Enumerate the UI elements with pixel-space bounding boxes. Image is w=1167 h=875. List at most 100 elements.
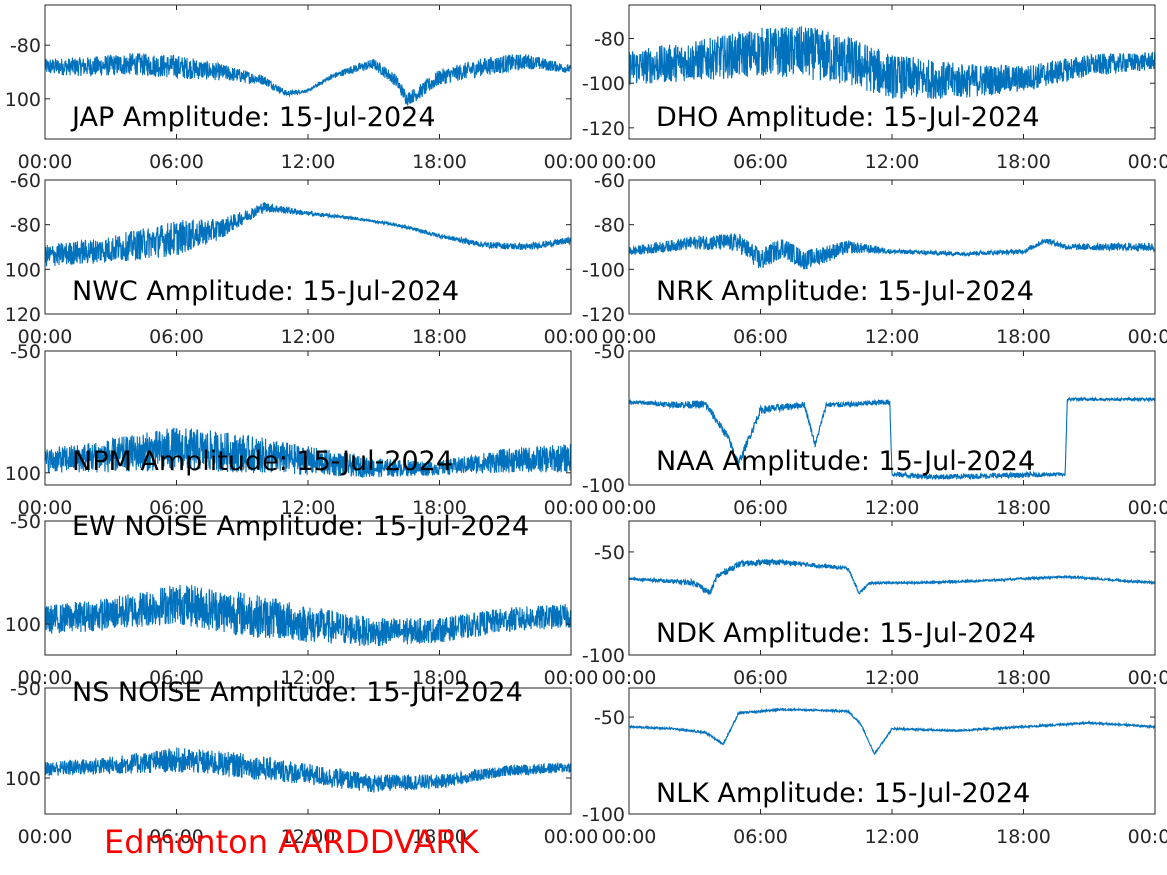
x-tick-label: 00:00 [1128,497,1167,519]
x-tick-label: 06:00 [733,151,788,173]
y-tick-label: -50 [594,542,625,564]
x-tick-label: 18:00 [996,497,1051,519]
x-tick-label: 06:00 [149,326,204,348]
x-tick-label: 00:00 [1128,826,1167,848]
x-tick-label: 12:00 [865,497,920,519]
x-tick-label: 00:00 [544,151,599,173]
x-tick-label: 00:00 [18,326,73,348]
y-tick-label: -80 [10,215,41,237]
x-tick-label: 12:00 [865,151,920,173]
panel-title: NRK Amplitude: 15-Jul-2024 [656,276,1034,307]
panel-title: JAP Amplitude: 15-Jul-2024 [70,102,436,133]
y-tick-label: 120 [5,304,41,326]
x-tick-label: 06:00 [733,497,788,519]
y-tick-label: 100 [5,463,41,485]
x-tick-label: 18:00 [412,826,467,848]
panel-title: NWC Amplitude: 15-Jul-2024 [72,276,459,307]
x-tick-label: 00:00 [1128,667,1167,689]
panel-3: -60-80-100-12000:0006:0012:0018:0000:00N… [582,170,1167,348]
x-tick-label: 06:00 [733,826,788,848]
panel-title: NLK Amplitude: 15-Jul-2024 [656,778,1030,809]
y-tick-label: -50 [594,707,625,729]
y-tick-label: -50 [10,341,41,363]
series-line [629,26,1155,99]
y-tick-label: 100 [5,259,41,281]
y-tick-label: -100 [582,73,625,95]
y-tick-label: -100 [582,475,625,497]
x-tick-label: 00:00 [18,667,73,689]
series-line [45,584,571,647]
y-tick-label: -60 [10,170,41,192]
x-tick-label: 06:00 [149,667,204,689]
station-label: Edmonton AARDDVARK [104,823,480,861]
panel-8: -50 100 00:00 06:00 12:00 18:00 00:00 NS NOISE … [5,677,599,848]
x-tick-label: 12:00 [281,667,336,689]
x-tick-label: 12:00 [865,826,920,848]
series-line [45,53,571,106]
series-line [45,747,571,793]
y-tick-label: -80 [10,35,41,57]
series-line [629,558,1155,595]
x-tick-label: 00:00 [544,667,599,689]
x-tick-label: 18:00 [412,151,467,173]
x-tick-label: 00:00 [544,826,599,848]
x-tick-label: 00:00 [602,326,657,348]
x-tick-label: 12:00 [865,667,920,689]
y-tick-label: -50 [594,341,625,363]
panel-0: -80 100 00:00 06:00 12:00 18:00 00:00 JAP Ampli… [5,4,599,173]
y-tick-label: -50 [10,678,41,700]
x-tick-label: 18:00 [996,326,1051,348]
panel-1: -80 -100 -120 00:00 06:00 12:00 18:00 00:00 DHO … [582,4,1167,173]
series-line [629,396,1155,481]
y-tick-label: 100 [5,614,41,636]
y-tick-label: -120 [582,118,625,140]
x-tick-label: 00:00 [18,151,73,173]
y-tick-label: -120 [582,304,625,326]
panel-title: EW NOISE Amplitude: 15-Jul-2024 [72,511,529,542]
x-tick-label: 00:00 [602,151,657,173]
x-tick-label: 18:00 [996,151,1051,173]
y-tick-label: -60 [594,170,625,192]
x-tick-label: 00:00 [602,667,657,689]
x-tick-label: 00:00 [544,497,599,519]
series-line [629,233,1155,270]
series-line [45,427,571,478]
y-tick-label: -100 [582,804,625,826]
x-tick-label: 06:00 [149,826,204,848]
y-tick-label: -100 [582,259,625,281]
panel-4: -50 100 00:00 06:00 12:00 18:00 00:00 NPM Ampli… [5,341,599,519]
x-tick-label: 12:00 [281,497,336,519]
panel-title: NAA Amplitude: 15-Jul-2024 [656,446,1035,477]
panel-title: DHO Amplitude: 15-Jul-2024 [656,102,1040,133]
panel-title: NPM Amplitude: 15-Jul-2024 [72,446,453,477]
x-tick-label: 00:00 [602,497,657,519]
x-tick-label: 00:00 [1128,151,1167,173]
x-tick-label: 18:00 [412,667,467,689]
y-tick-label: -100 [582,645,625,667]
x-tick-label: 12:00 [281,826,336,848]
y-tick-label: -80 [594,29,625,51]
x-tick-label: 18:00 [412,497,467,519]
panel-6: -50 100 00:00 06:00 12:00 18:00 00:00 EW NOISE … [5,511,599,689]
x-tick-label: 00:00 [602,826,657,848]
panel-title: NS NOISE Amplitude: 15-Jul-2024 [72,677,523,708]
x-tick-label: 00:00 [544,326,599,348]
x-tick-label: 00:00 [18,826,73,848]
x-tick-label: 18:00 [996,826,1051,848]
series-line [629,706,1155,755]
panel-title: NDK Amplitude: 15-Jul-2024 [656,618,1036,649]
x-tick-label: 12:00 [281,326,336,348]
x-tick-label: 12:00 [865,326,920,348]
x-tick-label: 18:00 [412,326,467,348]
x-tick-label: 06:00 [149,497,204,519]
y-tick-label: -80 [594,215,625,237]
x-tick-label: 06:00 [149,151,204,173]
x-tick-label: 06:00 [733,667,788,689]
x-tick-label: 12:00 [281,151,336,173]
x-tick-label: 00:00 [18,497,73,519]
